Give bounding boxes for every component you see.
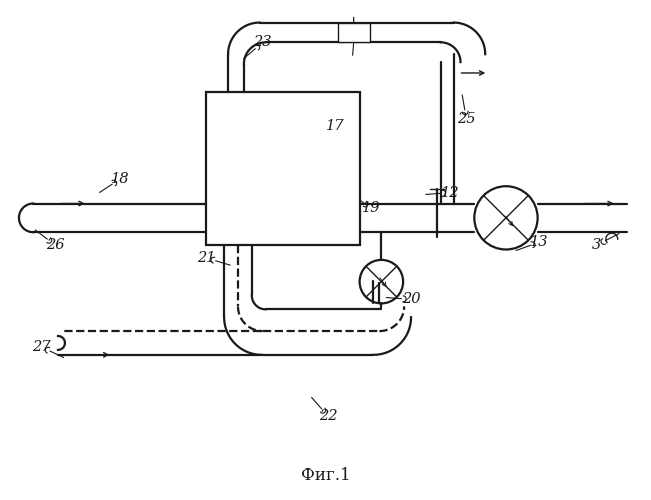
Text: 13: 13 (531, 235, 549, 249)
Text: 26: 26 (46, 238, 64, 252)
Bar (206, 92, 359, 245)
Text: 12: 12 (441, 186, 460, 200)
Text: 3: 3 (592, 238, 602, 252)
Text: 21: 21 (197, 251, 215, 265)
Text: 27: 27 (32, 340, 50, 354)
Text: 18: 18 (111, 172, 130, 186)
Bar (338, 22, 370, 42)
Text: Фиг.1: Фиг.1 (301, 467, 351, 484)
Text: 22: 22 (319, 409, 337, 423)
Text: 24: 24 (346, 24, 364, 38)
Text: 17: 17 (326, 120, 344, 134)
Text: 19: 19 (362, 202, 381, 215)
Text: 20: 20 (402, 292, 421, 306)
Text: 23: 23 (253, 36, 272, 50)
Text: 25: 25 (457, 112, 476, 126)
